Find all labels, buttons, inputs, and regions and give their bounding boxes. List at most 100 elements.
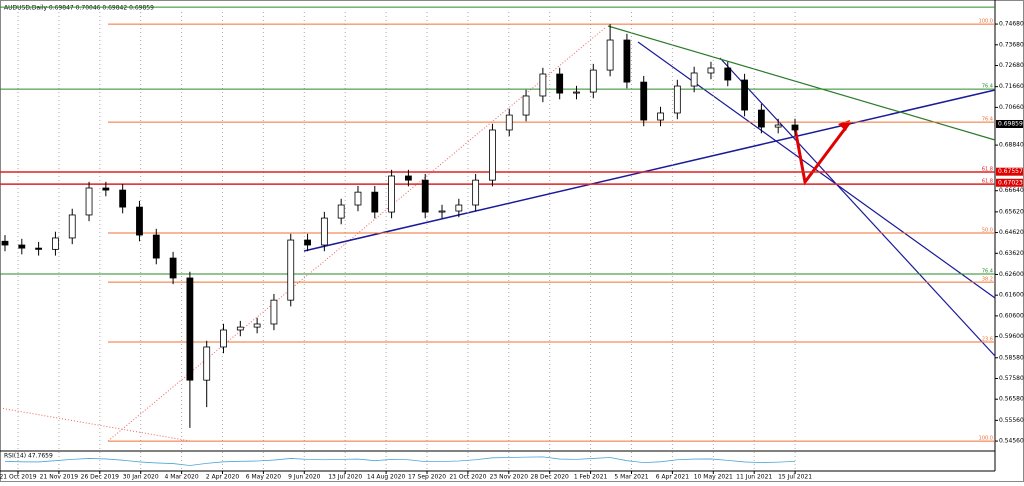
level-label: 100.0	[979, 19, 993, 25]
chart-title: AUDUSD,Daily 0.69847 0.70046 0.69842 0.6…	[4, 5, 154, 12]
candle-body	[52, 237, 59, 250]
candle-body	[85, 187, 93, 216]
candle-body	[220, 329, 227, 348]
level-label: 76.4	[982, 117, 993, 123]
x-tick-label: 2 Apr 2020	[206, 474, 239, 481]
channel-line	[719, 57, 996, 357]
level-label: 61.8	[982, 179, 993, 185]
y-tick-label: 0.66640	[999, 187, 1024, 194]
level-label: 38.2	[982, 277, 993, 283]
candle-body	[35, 247, 43, 250]
x-tick-label: 10 May 2021	[694, 474, 733, 481]
y-tick-label: 0.54560	[999, 438, 1024, 445]
x-tick-label: 17 Sep 2020	[408, 474, 446, 481]
price-marker	[996, 167, 1023, 176]
y-tick-label: 0.61600	[999, 292, 1024, 299]
candle-body	[774, 124, 782, 128]
rsi-line	[4, 456, 796, 466]
arrow-head	[838, 120, 850, 131]
candle-body	[169, 257, 177, 279]
level-label: 76.4	[982, 84, 993, 90]
x-tick-label: 26 Dec 2019	[81, 474, 120, 481]
candle-body	[270, 299, 278, 325]
y-tick-label: 0.71660	[999, 83, 1024, 90]
price-marker-label: 0.67557	[998, 168, 1023, 175]
dotted-trend	[0, 407, 191, 442]
candle-body	[405, 175, 412, 181]
x-tick-label: 9 Jun 2020	[288, 474, 320, 481]
y-tick-label: 0.63620	[999, 250, 1024, 257]
y-tick-label: 0.74680	[999, 21, 1024, 28]
y-tick-label: 0.58580	[999, 354, 1024, 361]
price-marker-label: 0.67023	[998, 179, 1023, 186]
y-tick-label: 0.72680	[999, 62, 1024, 69]
x-tick-label: 21 Nov 2019	[40, 474, 79, 481]
candle-body	[68, 214, 76, 239]
level-label: 76.4	[982, 269, 993, 275]
candle-body	[757, 109, 765, 128]
candle-body	[354, 191, 362, 206]
candle-body	[741, 79, 748, 111]
y-tick-label: 0.68840	[999, 142, 1024, 149]
x-tick-label: 14 Aug 2020	[367, 474, 406, 481]
x-tick-label: 28 Dec 2020	[531, 474, 570, 481]
candle-body	[371, 191, 379, 213]
candle-body	[556, 73, 564, 94]
level-label: 23.6	[982, 337, 993, 343]
candle-body	[589, 69, 597, 93]
y-tick-label: 0.55560	[999, 417, 1024, 424]
candle-body	[287, 239, 295, 301]
y-tick-label: 0.56580	[999, 396, 1024, 403]
y-tick-label: 0.64620	[999, 229, 1024, 236]
x-tick-label: 4 Mar 2020	[164, 474, 198, 481]
candle-body	[304, 239, 311, 246]
candle-body	[253, 323, 261, 328]
candle-body	[791, 124, 799, 131]
candle-body	[203, 346, 211, 381]
y-tick-label: 0.73680	[999, 41, 1024, 48]
level-label: 50.0	[982, 227, 993, 233]
x-tick-label: 21 Oct 2019	[0, 474, 37, 481]
candle-body	[505, 114, 513, 131]
candle-body	[152, 234, 160, 259]
y-tick-label: 0.65620	[999, 208, 1024, 215]
x-tick-label: 15 Jul 2021	[778, 474, 812, 481]
x-tick-label: 23 Nov 2020	[490, 474, 529, 481]
x-tick-label: 13 Jul 2020	[328, 474, 362, 481]
candle-body	[455, 204, 463, 212]
candle-body	[707, 67, 715, 74]
candle-body	[337, 204, 345, 219]
price-marker	[996, 119, 1023, 128]
level-label: 100.0	[979, 436, 993, 442]
candle-body	[640, 81, 648, 121]
y-tick-label: 0.59600	[999, 333, 1024, 340]
x-tick-label: 11 Jun 2021	[736, 474, 772, 481]
candle-body	[320, 217, 328, 246]
candle-body	[388, 175, 395, 213]
candle-body	[673, 85, 681, 114]
x-tick-label: 6 May 2020	[246, 474, 281, 481]
price-marker-label: 0.69859	[998, 120, 1023, 127]
x-tick-label: 30 Jan 2020	[123, 474, 159, 481]
candle-body	[522, 95, 530, 116]
candle-body	[119, 189, 127, 208]
candle-body	[438, 210, 446, 213]
x-tick-label: 1 Feb 2021	[574, 474, 608, 481]
y-tick-label: 0.57580	[999, 375, 1024, 382]
candle-body	[102, 187, 110, 191]
candle-body	[186, 277, 194, 381]
candle-body	[690, 72, 698, 87]
y-tick-label: 0.60600	[999, 312, 1024, 319]
candle-body	[623, 39, 631, 83]
trendline	[303, 89, 996, 252]
candle-body	[136, 206, 143, 236]
x-tick-label: 5 Mar 2021	[614, 474, 648, 481]
candle-body	[472, 179, 480, 206]
x-tick-label: 6 Apr 2021	[656, 474, 689, 481]
candle-body	[657, 112, 664, 121]
candle-body	[489, 129, 496, 181]
price-marker	[996, 178, 1023, 187]
candle-body	[573, 91, 580, 94]
